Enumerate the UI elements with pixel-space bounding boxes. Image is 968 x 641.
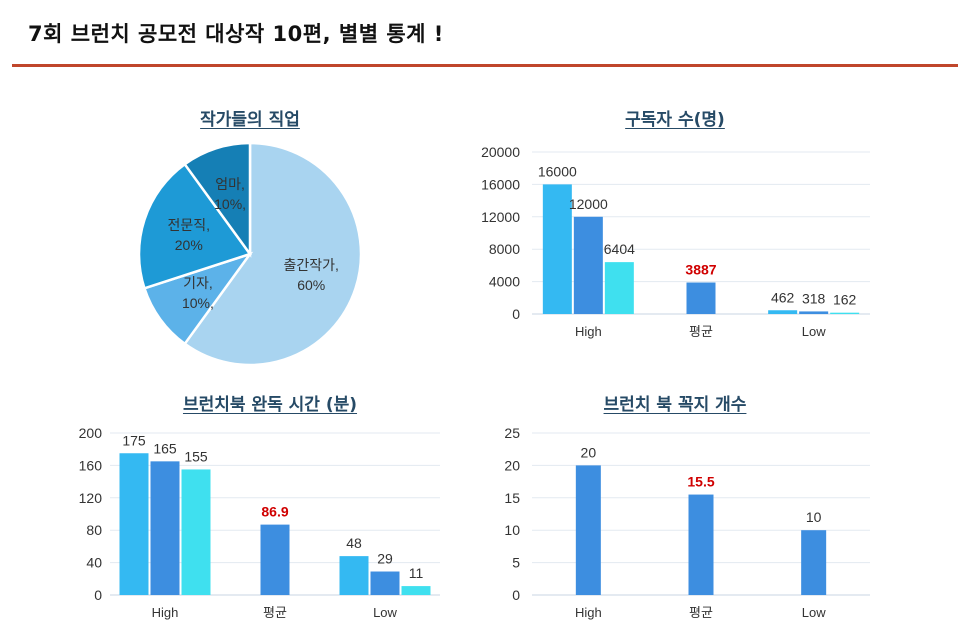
bar xyxy=(370,571,400,595)
bar xyxy=(150,461,180,595)
y-tick-label: 80 xyxy=(86,522,102,538)
bar xyxy=(688,494,714,595)
chart-title: 구독자 수(명) xyxy=(625,110,725,130)
data-label: 15.5 xyxy=(687,474,714,490)
chart-title: 작가들의 직업 xyxy=(200,110,300,130)
title-divider xyxy=(12,64,958,67)
slice-value-label: 10%, xyxy=(214,196,246,212)
data-label: 6404 xyxy=(604,241,635,257)
y-tick-label: 4000 xyxy=(489,274,520,290)
data-label: 162 xyxy=(833,292,857,308)
data-label: 3887 xyxy=(685,262,716,278)
data-label: 12000 xyxy=(569,196,608,212)
bar xyxy=(801,530,827,595)
pie-slice xyxy=(183,141,252,258)
data-label: 10 xyxy=(806,509,822,525)
bar xyxy=(575,465,601,595)
data-label: 462 xyxy=(771,289,795,305)
y-tick-label: 120 xyxy=(79,490,103,506)
pie-slice xyxy=(137,162,253,290)
subscribers-bar-chart: 0 4000 8000 12000 16000 20000 16000 12000 6404 Hi… xyxy=(481,144,870,339)
job-pie-chart: 출간작가,60%기자,10%,전문직,20%엄마,10%, xyxy=(137,141,363,367)
y-tick-label: 0 xyxy=(512,306,520,322)
page-title: 7회 브런치 공모전 대상작 10편, 별별 통계 ! xyxy=(28,22,444,46)
bar xyxy=(339,556,369,595)
bar xyxy=(768,310,798,314)
pie-slice xyxy=(183,141,363,367)
y-tick-label: 16000 xyxy=(481,176,520,192)
x-tick-label: Low xyxy=(802,605,826,620)
y-tick-label: 20000 xyxy=(481,144,520,160)
chart-title: 브런치 북 꼭지 개수 xyxy=(603,395,747,415)
y-tick-label: 15 xyxy=(504,490,520,506)
slice-label: 전문직, xyxy=(168,217,211,233)
read-time-chart-panel: 브런치북 완독 시간 (분) 0 40 80 120 160 200 175 165 155 Hi… xyxy=(70,385,470,635)
data-label: 20 xyxy=(581,444,597,460)
x-tick-label: 평균 xyxy=(689,605,713,620)
slice-label: 출간작가, xyxy=(284,257,339,273)
data-label: 86.9 xyxy=(261,504,288,520)
y-tick-label: 40 xyxy=(86,555,102,571)
y-tick-label: 8000 xyxy=(489,241,520,257)
x-tick-label: High xyxy=(152,605,179,620)
bar xyxy=(119,453,149,595)
bar xyxy=(542,184,572,314)
x-tick-label: 평균 xyxy=(263,605,287,620)
data-label: 29 xyxy=(377,551,393,567)
read-time-bar-chart: 0 40 80 120 160 200 175 165 155 High 86.9 평균 48 29 11 L… xyxy=(79,425,440,620)
x-tick-label: High xyxy=(575,605,602,620)
y-tick-label: 20 xyxy=(504,457,520,473)
data-label: 175 xyxy=(122,432,146,448)
data-label: 11 xyxy=(409,565,424,581)
data-label: 318 xyxy=(802,290,826,306)
bar xyxy=(830,312,860,314)
slice-label: 엄마, xyxy=(215,176,245,192)
x-tick-label: High xyxy=(575,324,602,339)
y-tick-label: 200 xyxy=(79,425,103,441)
y-tick-label: 0 xyxy=(94,587,102,603)
slice-label: 기자, xyxy=(183,275,213,291)
y-tick-label: 0 xyxy=(512,587,520,603)
bar xyxy=(181,469,211,595)
bar xyxy=(573,216,603,314)
x-tick-label: 평균 xyxy=(689,324,713,339)
chapters-bar-chart: 0 5 10 15 20 25 20 High 15.5 평균 10 Low xyxy=(504,425,870,620)
bar xyxy=(604,262,634,314)
data-label: 155 xyxy=(184,448,208,464)
x-tick-label: Low xyxy=(802,324,826,339)
slice-value-label: 60% xyxy=(297,277,325,293)
y-tick-label: 5 xyxy=(512,555,520,571)
data-label: 48 xyxy=(346,535,362,551)
slice-value-label: 10%, xyxy=(182,295,214,311)
job-chart-panel: 작가들의 직업 출간작가, 60% 기자, 10%, 전문직, 20% 엄마, 10%, xyxy=(130,100,370,375)
data-label: 16000 xyxy=(538,163,577,179)
subscribers-chart-panel: 구독자 수(명) 0 4000 8000 12000 16000 20000 16000 12… xyxy=(470,100,880,350)
bar xyxy=(401,586,431,595)
x-tick-label: Low xyxy=(373,605,397,620)
y-tick-label: 10 xyxy=(504,522,520,538)
bar xyxy=(260,524,290,595)
data-label: 165 xyxy=(153,440,177,456)
chapters-chart-panel: 브런치 북 꼭지 개수 0 5 10 15 20 25 20 High 15.5 평균 10 Low xyxy=(470,385,880,635)
y-tick-label: 25 xyxy=(504,425,520,441)
y-tick-label: 12000 xyxy=(481,209,520,225)
y-tick-label: 160 xyxy=(79,457,103,473)
bar xyxy=(686,282,716,314)
chart-title: 브런치북 완독 시간 (분) xyxy=(182,395,358,415)
slice-value-label: 20% xyxy=(175,237,203,253)
bar xyxy=(799,311,829,314)
